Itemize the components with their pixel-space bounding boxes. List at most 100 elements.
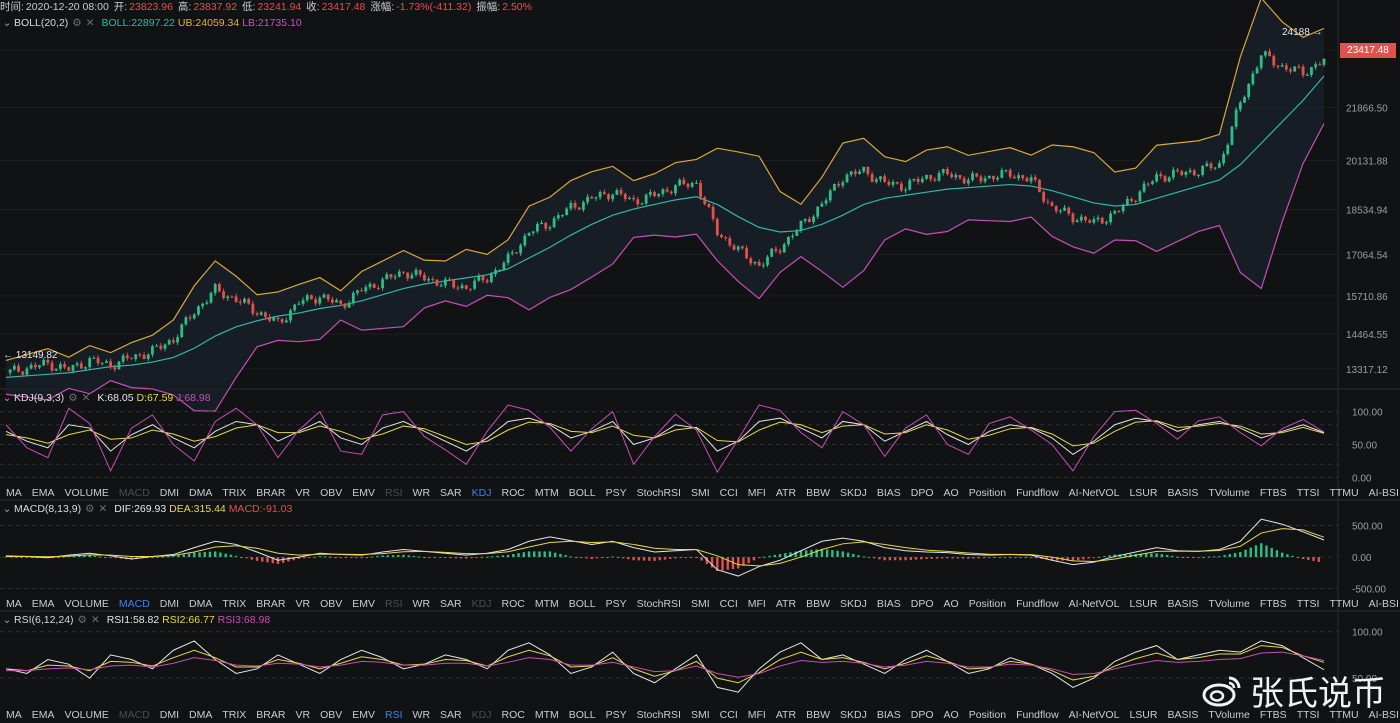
tab-sar[interactable]: SAR	[440, 709, 462, 721]
tab-ma[interactable]: MA	[6, 598, 22, 610]
tab-dmi[interactable]: DMI	[159, 487, 180, 499]
tab-tvolume[interactable]: TVolume	[1208, 598, 1250, 610]
tab-dpo[interactable]: DPO	[910, 487, 934, 499]
tab-stochrsi[interactable]: StochRSI	[636, 709, 681, 721]
tab-position[interactable]: Position	[968, 709, 1007, 721]
close-icon[interactable]: ✕	[98, 503, 108, 515]
tab-wr[interactable]: WR	[412, 598, 431, 610]
tab-skdj[interactable]: SKDJ	[839, 598, 867, 610]
settings-icon[interactable]: ⚙	[77, 614, 87, 626]
tab-ttmu[interactable]: TTMU	[1329, 487, 1359, 499]
tab-psy[interactable]: PSY	[605, 487, 627, 499]
tab-fundflow[interactable]: Fundflow	[1016, 487, 1059, 499]
tab-ftbs[interactable]: FTBS	[1259, 598, 1287, 610]
tab-macd[interactable]: MACD	[118, 709, 150, 721]
tab-position[interactable]: Position	[968, 487, 1007, 499]
tab-dmi[interactable]: DMI	[159, 709, 180, 721]
chevron-down-icon[interactable]: ⌄	[2, 503, 12, 515]
tab-bbw[interactable]: BBW	[806, 598, 830, 610]
tab-vr[interactable]: VR	[295, 709, 311, 721]
close-icon[interactable]: ✕	[85, 17, 95, 29]
tab-cci[interactable]: CCI	[719, 598, 738, 610]
tab-ttsi[interactable]: TTSI	[1296, 709, 1320, 721]
tab-bbw[interactable]: BBW	[806, 487, 830, 499]
tab-mfi[interactable]: MFI	[747, 709, 766, 721]
tab-dpo[interactable]: DPO	[910, 598, 934, 610]
tab-cci[interactable]: CCI	[719, 709, 738, 721]
tab-trix[interactable]: TRIX	[222, 598, 247, 610]
tab-emv[interactable]: EMV	[352, 487, 376, 499]
tab-tvolume[interactable]: TVolume	[1208, 709, 1250, 721]
tab-roc[interactable]: ROC	[501, 598, 525, 610]
tab-cci[interactable]: CCI	[719, 487, 738, 499]
tab-sar[interactable]: SAR	[440, 598, 462, 610]
tab-smi[interactable]: SMI	[690, 487, 710, 499]
settings-icon[interactable]: ⚙	[85, 503, 95, 515]
tab-rsi[interactable]: RSI	[385, 598, 403, 610]
chevron-down-icon[interactable]: ⌄	[2, 614, 12, 626]
tab-ma[interactable]: MA	[6, 709, 22, 721]
tab-lsur[interactable]: LSUR	[1129, 487, 1158, 499]
tab-ai-netvol[interactable]: AI-NetVOL	[1068, 487, 1120, 499]
tab-stochrsi[interactable]: StochRSI	[636, 487, 681, 499]
tab-vr[interactable]: VR	[295, 598, 311, 610]
tab-brar[interactable]: BRAR	[256, 487, 286, 499]
tab-sar[interactable]: SAR	[440, 487, 462, 499]
tab-ema[interactable]: EMA	[31, 709, 55, 721]
close-icon[interactable]: ✕	[90, 614, 100, 626]
tab-roc[interactable]: ROC	[501, 487, 525, 499]
tab-vr[interactable]: VR	[295, 487, 311, 499]
tab-ttsi[interactable]: TTSI	[1296, 598, 1320, 610]
tab-obv[interactable]: OBV	[320, 487, 343, 499]
tab-rsi[interactable]: RSI	[385, 709, 403, 721]
tab-volume[interactable]: VOLUME	[64, 487, 109, 499]
tab-fundflow[interactable]: Fundflow	[1016, 709, 1059, 721]
tab-bias[interactable]: BIAS	[876, 487, 901, 499]
tab-basis[interactable]: BASIS	[1167, 598, 1199, 610]
tab-obv[interactable]: OBV	[320, 709, 343, 721]
settings-icon[interactable]: ⚙	[72, 17, 82, 29]
tab-ao[interactable]: AO	[943, 487, 959, 499]
tab-tvolume[interactable]: TVolume	[1208, 487, 1250, 499]
tab-mtm[interactable]: MTM	[534, 487, 559, 499]
tab-rsi[interactable]: RSI	[385, 487, 403, 499]
chevron-down-icon[interactable]: ⌄	[2, 392, 12, 404]
tab-lsur[interactable]: LSUR	[1129, 598, 1158, 610]
tab-ao[interactable]: AO	[943, 709, 959, 721]
tab-boll[interactable]: BOLL	[568, 709, 596, 721]
tab-dmi[interactable]: DMI	[159, 598, 180, 610]
tab-atr[interactable]: ATR	[775, 487, 797, 499]
tab-psy[interactable]: PSY	[605, 598, 627, 610]
tab-smi[interactable]: SMI	[690, 598, 710, 610]
tab-ai-bsi[interactable]: AI-BSI	[1368, 598, 1399, 610]
settings-icon[interactable]: ⚙	[68, 392, 78, 404]
chevron-down-icon[interactable]: ⌄	[2, 17, 12, 29]
tab-macd[interactable]: MACD	[118, 487, 150, 499]
tab-dma[interactable]: DMA	[189, 709, 213, 721]
tab-boll[interactable]: BOLL	[568, 487, 596, 499]
tab-ftbs[interactable]: FTBS	[1259, 487, 1287, 499]
tab-ttmu[interactable]: TTMU	[1329, 598, 1359, 610]
tab-ao[interactable]: AO	[943, 598, 959, 610]
tab-basis[interactable]: BASIS	[1167, 709, 1199, 721]
tab-ai-netvol[interactable]: AI-NetVOL	[1068, 709, 1120, 721]
tab-stochrsi[interactable]: StochRSI	[636, 598, 681, 610]
tab-smi[interactable]: SMI	[690, 709, 710, 721]
tab-dma[interactable]: DMA	[189, 487, 213, 499]
tab-volume[interactable]: VOLUME	[64, 709, 109, 721]
tab-skdj[interactable]: SKDJ	[839, 709, 867, 721]
tab-position[interactable]: Position	[968, 598, 1007, 610]
tab-roc[interactable]: ROC	[501, 709, 525, 721]
tab-macd[interactable]: MACD	[118, 598, 150, 610]
tab-atr[interactable]: ATR	[775, 709, 797, 721]
tab-skdj[interactable]: SKDJ	[839, 487, 867, 499]
tab-bias[interactable]: BIAS	[876, 598, 901, 610]
tab-emv[interactable]: EMV	[352, 598, 376, 610]
tab-ma[interactable]: MA	[6, 487, 22, 499]
tab-wr[interactable]: WR	[412, 709, 431, 721]
tab-volume[interactable]: VOLUME	[64, 598, 109, 610]
tab-atr[interactable]: ATR	[775, 598, 797, 610]
tab-lsur[interactable]: LSUR	[1129, 709, 1158, 721]
tab-ai-netvol[interactable]: AI-NetVOL	[1068, 598, 1120, 610]
